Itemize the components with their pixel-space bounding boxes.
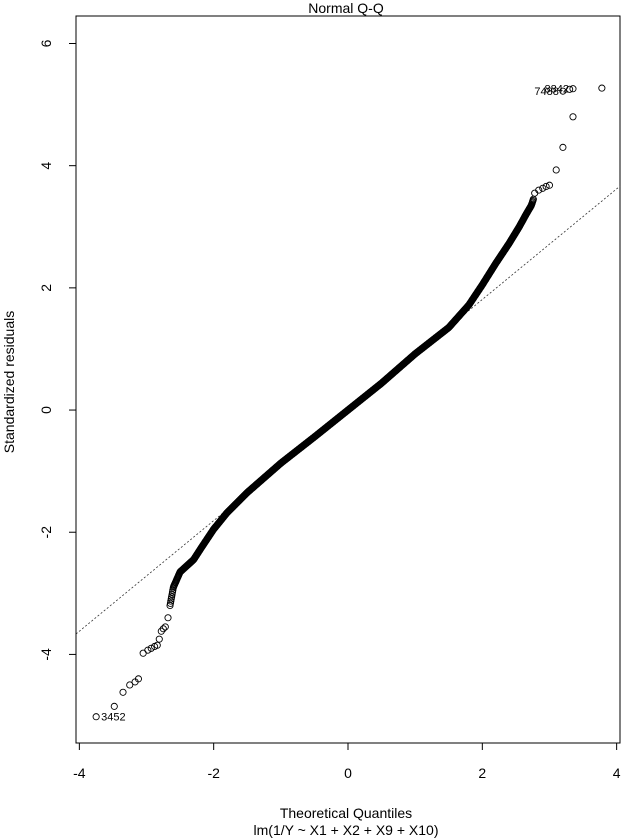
chart-title: Normal Q-Q	[308, 0, 384, 16]
data-point	[147, 644, 155, 652]
x-tick-label: 2	[478, 765, 486, 781]
y-axis: -4 -2 0 2 4 6	[38, 39, 77, 661]
x-tick-label: 4	[613, 765, 621, 781]
chart-subtitle: lm(1/Y ~ X1 + X2 + X9 + X10)	[254, 822, 439, 838]
data-point	[569, 113, 577, 121]
y-tick-label: 0	[38, 406, 54, 414]
data-point	[545, 181, 554, 189]
data-point	[119, 688, 127, 696]
x-axis-label: Theoretical Quantiles	[280, 805, 412, 821]
data-point	[566, 85, 574, 93]
data-point	[559, 143, 567, 151]
data-point	[531, 189, 539, 197]
points-layer	[92, 84, 606, 721]
outlier-label: 3452	[101, 712, 125, 724]
data-point	[126, 681, 134, 689]
outlier-label: 7488	[534, 86, 558, 98]
data-point	[159, 625, 167, 633]
data-point	[552, 166, 560, 174]
data-point	[153, 641, 161, 649]
data-point	[144, 646, 152, 654]
data-point	[598, 84, 606, 92]
outlier-label: 8842	[545, 84, 569, 96]
y-tick-label: -2	[38, 526, 54, 539]
y-tick-label: -4	[38, 648, 54, 661]
data-point	[535, 186, 543, 194]
plot-frame	[75, 15, 621, 744]
y-tick-label: 6	[38, 39, 54, 47]
data-point	[542, 182, 550, 190]
data-point	[110, 702, 118, 710]
data-point	[569, 85, 577, 93]
data-point	[164, 614, 172, 622]
data-point	[155, 635, 163, 643]
x-tick-label: -4	[73, 765, 86, 781]
data-point	[92, 713, 100, 721]
data-point	[559, 87, 567, 95]
x-tick-label: 0	[344, 765, 352, 781]
plot-border	[75, 15, 621, 744]
y-tick-label: 4	[38, 162, 54, 170]
data-point	[157, 627, 165, 635]
x-axis: -4 -2 0 2 4	[73, 742, 621, 781]
y-tick-label: 2	[38, 284, 54, 292]
data-point	[539, 184, 547, 192]
data-point	[134, 675, 143, 683]
data-point	[161, 623, 169, 631]
x-tick-label: -2	[207, 765, 220, 781]
y-axis-label: Standardized residuals	[1, 311, 17, 453]
